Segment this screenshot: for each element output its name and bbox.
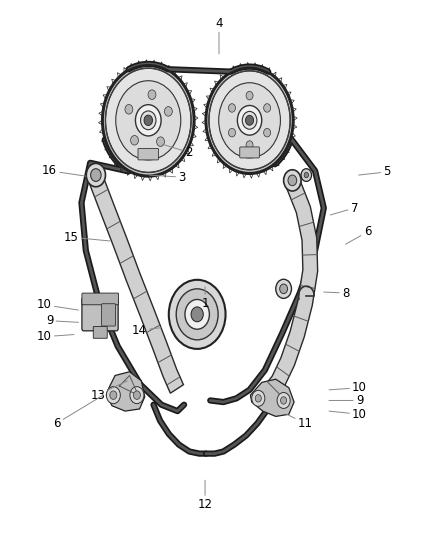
Text: 10: 10 xyxy=(329,381,367,394)
Circle shape xyxy=(106,386,120,403)
Circle shape xyxy=(264,128,271,137)
Text: 5: 5 xyxy=(359,165,391,179)
Circle shape xyxy=(280,284,288,294)
Text: 13: 13 xyxy=(90,381,127,402)
Circle shape xyxy=(134,391,141,399)
Text: 10: 10 xyxy=(329,408,367,421)
Text: 7: 7 xyxy=(330,201,358,215)
Circle shape xyxy=(164,107,172,116)
FancyBboxPatch shape xyxy=(82,293,119,305)
Circle shape xyxy=(246,115,254,125)
Circle shape xyxy=(130,386,144,403)
Text: 9: 9 xyxy=(329,394,364,407)
Circle shape xyxy=(148,90,156,100)
Text: 2: 2 xyxy=(162,144,192,159)
Circle shape xyxy=(86,164,106,187)
Circle shape xyxy=(191,307,203,322)
Circle shape xyxy=(176,289,218,340)
FancyBboxPatch shape xyxy=(102,304,116,326)
Circle shape xyxy=(125,104,133,114)
Circle shape xyxy=(246,141,253,149)
Circle shape xyxy=(219,83,280,158)
Circle shape xyxy=(131,135,138,145)
Text: 6: 6 xyxy=(346,225,371,244)
Circle shape xyxy=(237,106,262,135)
Circle shape xyxy=(242,111,257,129)
Polygon shape xyxy=(251,379,294,416)
Circle shape xyxy=(277,392,290,408)
Circle shape xyxy=(106,68,191,172)
Text: 10: 10 xyxy=(37,298,78,311)
Circle shape xyxy=(304,172,308,177)
Text: 1: 1 xyxy=(201,287,209,310)
FancyBboxPatch shape xyxy=(93,327,107,338)
Circle shape xyxy=(246,91,253,100)
Circle shape xyxy=(284,169,301,191)
Text: 3: 3 xyxy=(149,171,186,184)
Circle shape xyxy=(264,104,271,112)
Text: 11: 11 xyxy=(287,414,313,430)
Circle shape xyxy=(141,111,156,130)
Text: 8: 8 xyxy=(324,287,349,300)
Circle shape xyxy=(209,71,290,169)
Text: 12: 12 xyxy=(198,480,212,511)
Text: 6: 6 xyxy=(53,395,103,430)
Polygon shape xyxy=(106,372,145,411)
Circle shape xyxy=(205,67,293,174)
Text: 10: 10 xyxy=(37,330,74,343)
Circle shape xyxy=(276,279,291,298)
FancyBboxPatch shape xyxy=(82,297,118,331)
FancyBboxPatch shape xyxy=(138,148,159,160)
FancyBboxPatch shape xyxy=(240,147,259,158)
Circle shape xyxy=(135,104,161,136)
Circle shape xyxy=(288,175,297,185)
Circle shape xyxy=(281,397,287,404)
Circle shape xyxy=(110,391,117,399)
Circle shape xyxy=(169,280,226,349)
Circle shape xyxy=(91,168,101,181)
Circle shape xyxy=(116,80,181,160)
Circle shape xyxy=(102,64,194,176)
Circle shape xyxy=(144,115,152,125)
Text: 14: 14 xyxy=(132,324,161,337)
Circle shape xyxy=(229,104,236,112)
Text: 16: 16 xyxy=(42,164,86,177)
Circle shape xyxy=(255,394,261,402)
Text: 4: 4 xyxy=(215,17,223,54)
Circle shape xyxy=(185,300,209,329)
Text: 15: 15 xyxy=(64,231,110,244)
Circle shape xyxy=(252,390,265,406)
Polygon shape xyxy=(89,174,184,393)
Circle shape xyxy=(157,137,165,147)
Polygon shape xyxy=(263,179,318,400)
Text: 9: 9 xyxy=(46,314,78,327)
Circle shape xyxy=(229,128,236,137)
Circle shape xyxy=(301,168,311,181)
